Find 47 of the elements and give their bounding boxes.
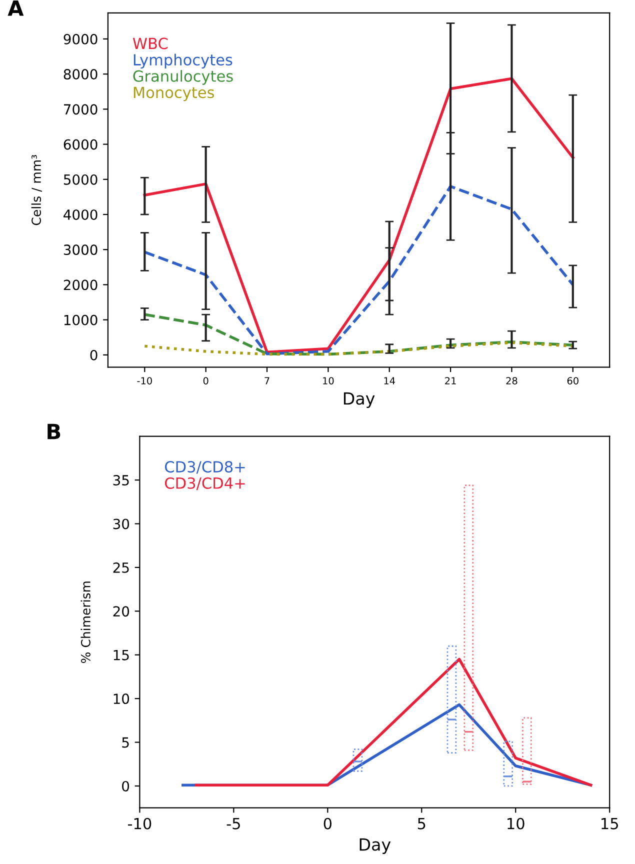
y-tick-label: 2000 bbox=[64, 280, 98, 290]
x-tick-label: 7 bbox=[264, 377, 270, 384]
x-tick-label: 14 bbox=[384, 377, 396, 384]
y-tick-label: 30 bbox=[113, 518, 130, 530]
text: Monocytes bbox=[134, 86, 214, 102]
x-tick-label: -5 bbox=[226, 818, 240, 830]
y-tick-label: 35 bbox=[113, 474, 129, 486]
y-axis-title: % Chimerism bbox=[80, 582, 90, 663]
y-tick-label: 20 bbox=[113, 606, 130, 617]
x-tick-label: 0 bbox=[203, 377, 208, 384]
line-series bbox=[143, 341, 574, 356]
x-tick-label: 0 bbox=[324, 818, 332, 830]
y-tick-label: 25 bbox=[113, 562, 129, 573]
y-tick-label: 0 bbox=[90, 350, 98, 360]
x-tick-label: -10 bbox=[128, 818, 152, 830]
x-tick-label: 10 bbox=[508, 818, 524, 830]
y-tick-label: 5000 bbox=[64, 174, 98, 185]
y-tick-label: 15 bbox=[114, 650, 129, 660]
x-tick-label: 28 bbox=[506, 377, 518, 384]
y-tick-label: 0 bbox=[122, 780, 130, 792]
text: CD3/CD8+ bbox=[165, 461, 245, 474]
x-tick-label: 21 bbox=[445, 377, 456, 384]
y-tick-label: 1000 bbox=[64, 314, 98, 326]
x-tick-label: 5 bbox=[418, 818, 426, 830]
y-tick-label: 9000 bbox=[64, 34, 98, 44]
x-axis-title: Day bbox=[344, 392, 375, 408]
x-tick-label: -10 bbox=[137, 377, 152, 384]
x-axis-title: Day bbox=[360, 838, 391, 854]
x-tick-label: 10 bbox=[323, 377, 334, 384]
y-tick-label: 4000 bbox=[64, 209, 98, 220]
line-series bbox=[143, 313, 574, 356]
x-tick-label: 15 bbox=[602, 818, 618, 830]
chart-title: B bbox=[48, 424, 60, 440]
text: WBC bbox=[132, 38, 168, 50]
y-tick-label: 8000 bbox=[64, 69, 98, 80]
y-tick-label: 10 bbox=[114, 694, 130, 704]
text: Granulocytes bbox=[133, 70, 233, 85]
x-tick-label: 60 bbox=[567, 377, 578, 384]
chart-title: A bbox=[8, 0, 24, 16]
text: Lymphocytes bbox=[134, 54, 232, 69]
y-tick-label: 3000 bbox=[64, 244, 98, 256]
line-series bbox=[143, 185, 574, 356]
y-tick-label: 7000 bbox=[64, 104, 98, 115]
y-axis-title: Cells / mm³ bbox=[31, 155, 42, 226]
y-tick-label: 6000 bbox=[64, 139, 98, 150]
y-tick-label: 5 bbox=[122, 737, 129, 748]
text: CD3/CD4+ bbox=[165, 477, 245, 490]
